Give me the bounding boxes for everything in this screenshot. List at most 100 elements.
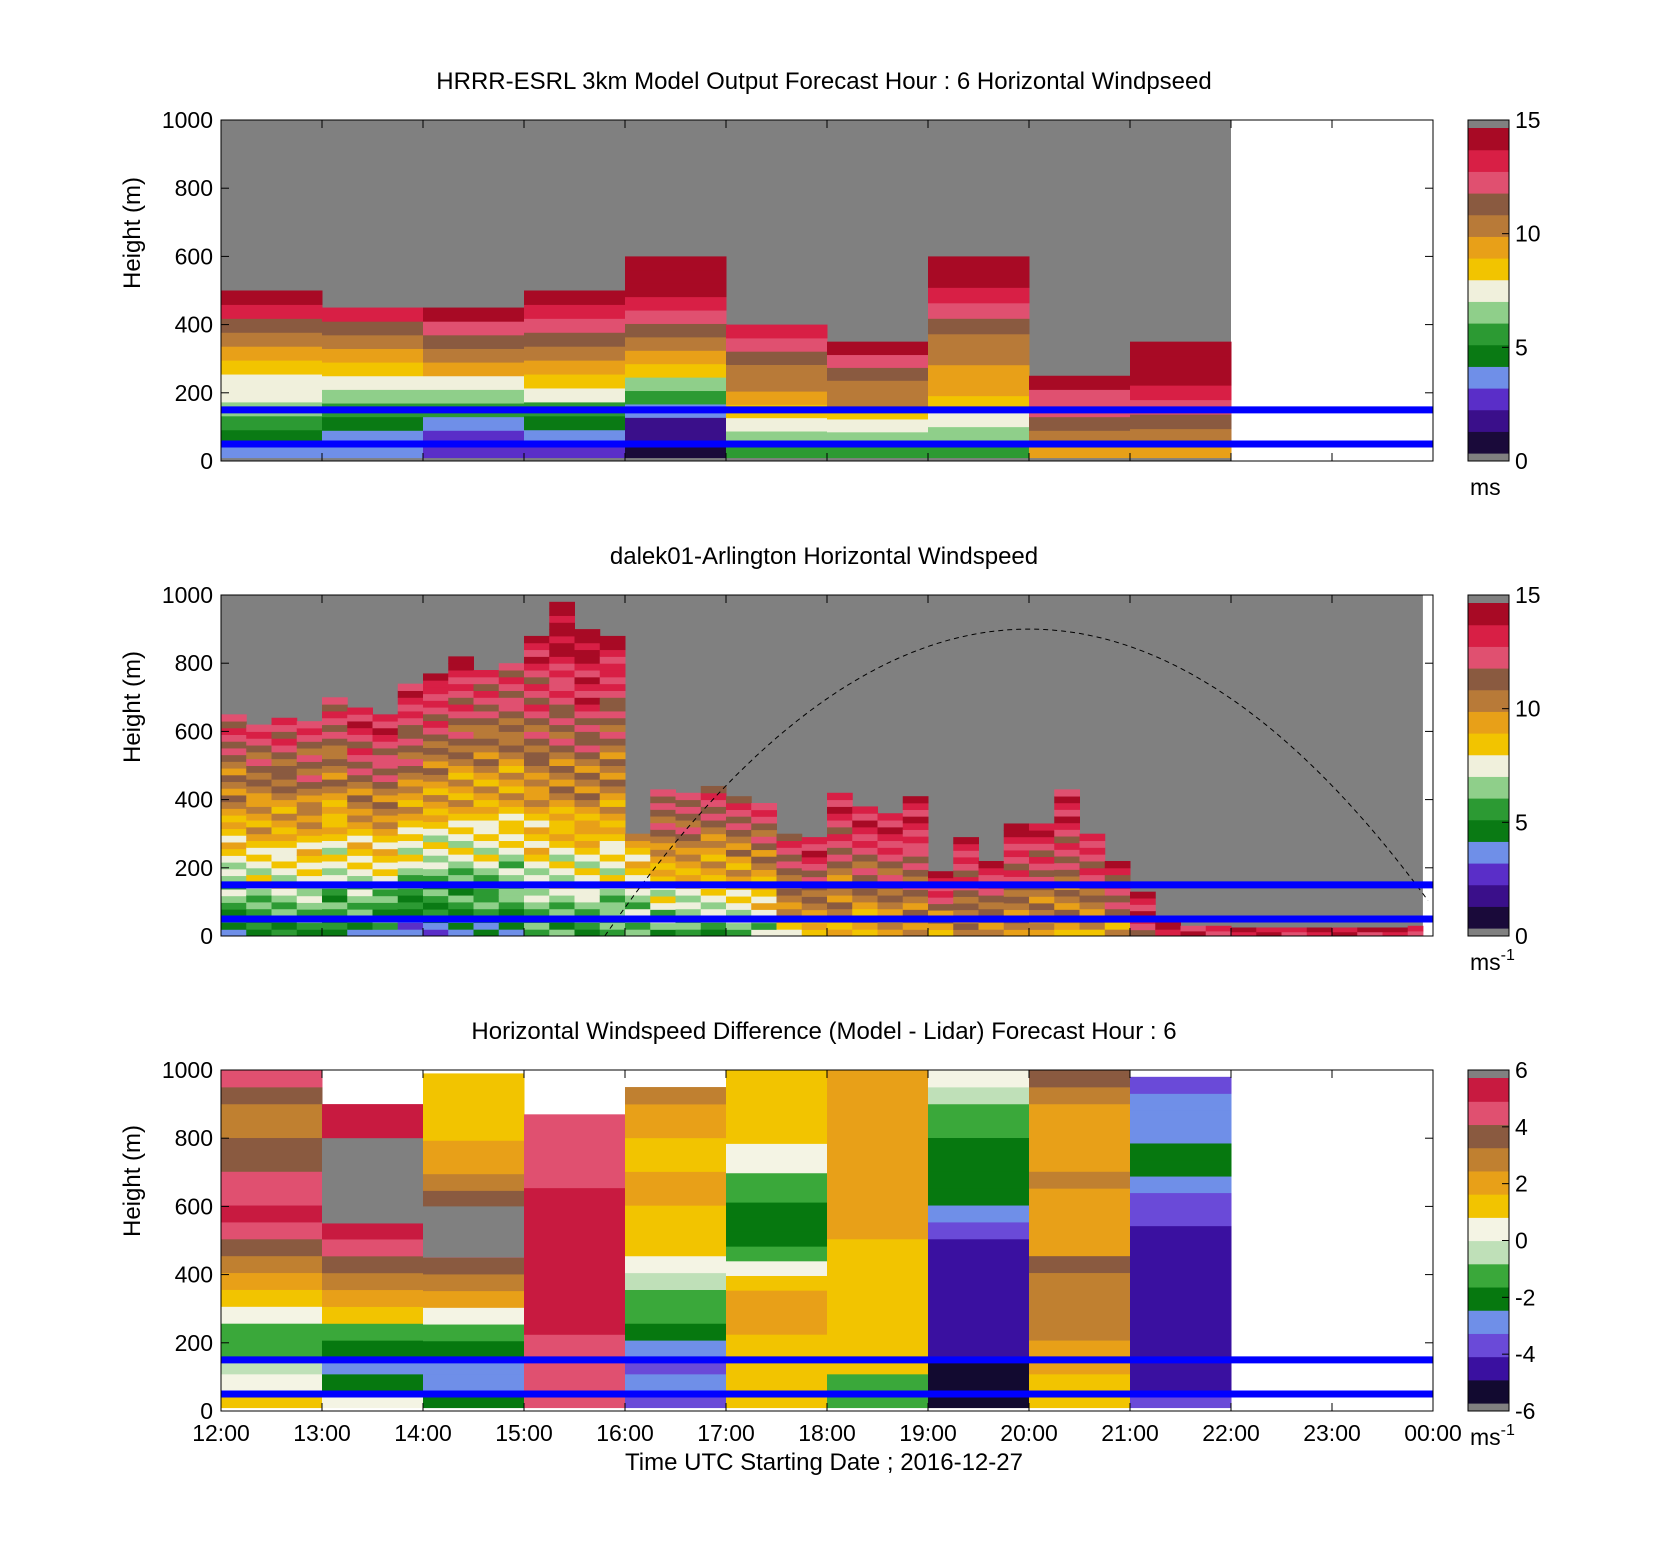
colorbar-tick-label: 4 [1515, 1114, 1528, 1140]
lidar-speed-cell [347, 714, 373, 722]
lidar-speed-cell [1306, 927, 1333, 933]
difference-cell [524, 1260, 626, 1335]
lidar-speed-cell [549, 792, 575, 801]
difference-cell [726, 1114, 828, 1130]
lidar-speed-cell [347, 909, 373, 917]
lidar-speed-cell [574, 704, 601, 712]
lidar-speed-cell [726, 849, 752, 857]
lidar-speed-cell [1382, 927, 1409, 933]
lidar-speed-cell [498, 704, 525, 712]
difference-cell [1130, 1209, 1232, 1227]
lidar-speed-cell [1079, 867, 1106, 876]
colorbar-tick-label: 0 [1515, 1228, 1528, 1254]
lidar-speed-cell [448, 704, 474, 712]
lidar-speed-cell [1054, 842, 1080, 850]
lidar-speed-cell [397, 826, 424, 835]
lidar-speed-cell [549, 601, 575, 610]
lidar-speed-cell [423, 794, 449, 802]
lidar-speed-cell [574, 888, 601, 896]
difference-cell [625, 1188, 727, 1206]
lidar-speed-cell [776, 840, 803, 848]
lidar-speed-cell [625, 860, 651, 869]
lidar-speed-cell [1003, 909, 1030, 917]
lidar-speed-cell [751, 803, 777, 811]
lidar-speed-cell [397, 731, 424, 739]
lidar-speed-cell [700, 833, 727, 842]
lidar-speed-cell [473, 867, 500, 876]
model-speed-cell [1130, 385, 1232, 401]
difference-cell [423, 1340, 525, 1358]
lidar-speed-cell [902, 929, 929, 937]
lidar-speed-cell [448, 745, 474, 753]
colorbar-swatch [1468, 214, 1509, 237]
difference-cell [221, 1103, 323, 1122]
lidar-speed-cell [524, 731, 550, 739]
lidar-speed-cell [877, 820, 904, 828]
model-speed-cell [423, 348, 525, 363]
difference-cell [726, 1172, 828, 1188]
lidar-speed-cell [271, 792, 298, 801]
difference-cell [1130, 1126, 1232, 1144]
lidar-speed-cell [1054, 802, 1080, 810]
lidar-speed-cell [599, 663, 626, 671]
lidar-speed-cell [700, 922, 727, 930]
lidar-speed-cell [448, 656, 474, 664]
lidar-speed-cell [448, 908, 474, 917]
lidar-speed-cell [1054, 796, 1080, 804]
lidar-speed-cell [549, 751, 575, 760]
lidar-speed-cell [827, 854, 853, 862]
lidar-speed-cell [675, 799, 702, 807]
lidar-speed-cell [271, 799, 298, 807]
lidar-speed-cell [498, 901, 525, 910]
lidar-speed-cell [751, 849, 777, 857]
lidar-speed-cell [574, 908, 601, 917]
lidar-speed-cell [852, 860, 878, 869]
difference-cell [625, 1289, 727, 1307]
lidar-speed-cell [549, 615, 575, 623]
lidar-speed-cell [953, 863, 979, 871]
lidar-speed-cell [524, 908, 550, 917]
lidar-speed-cell [574, 901, 601, 910]
lidar-speed-cell [751, 869, 777, 877]
difference-cell [524, 1187, 626, 1262]
lidar-speed-cell [296, 795, 323, 803]
lidar-speed-cell [877, 888, 904, 896]
lidar-speed-cell [776, 929, 803, 937]
lidar-speed-cell [700, 874, 727, 882]
lidar-speed-cell [1079, 847, 1106, 855]
lidar-speed-cell [650, 929, 676, 937]
lidar-speed-cell [1003, 922, 1030, 930]
lidar-speed-cell [271, 820, 298, 828]
lidar-speed-cell [852, 867, 878, 876]
lidar-speed-cell [726, 896, 752, 904]
lidar-speed-cell [953, 850, 979, 858]
lidar-speed-cell [524, 820, 550, 828]
difference-cell [1029, 1306, 1131, 1324]
lidar-speed-cell [1079, 922, 1106, 930]
lidar-speed-cell [322, 738, 348, 746]
y-tick-label: 800 [175, 175, 213, 201]
colorbar-swatch [1468, 1124, 1509, 1149]
colorbar-swatch [1468, 279, 1509, 302]
lidar-speed-cell [372, 781, 399, 789]
lidar-speed-cell [296, 848, 323, 856]
lidar-speed-cell [776, 901, 803, 910]
lidar-speed-cell [953, 929, 979, 937]
colorbar-swatch [1468, 1356, 1509, 1381]
lidar-speed-cell [221, 821, 247, 830]
difference-cell [221, 1171, 323, 1189]
lidar-speed-cell [271, 724, 298, 732]
difference-cell [423, 1140, 525, 1158]
difference-cell [726, 1070, 828, 1086]
difference-cell [726, 1246, 828, 1262]
lidar-speed-cell [1079, 874, 1106, 882]
difference-cell [1029, 1255, 1131, 1274]
model-speed-cell [928, 426, 1030, 443]
lidar-speed-cell [271, 888, 298, 896]
lidar-speed-cell [549, 710, 575, 719]
lidar-speed-cell [574, 792, 601, 801]
difference-cell [928, 1103, 1030, 1122]
lidar-speed-cell [549, 629, 575, 637]
lidar-speed-cell [347, 734, 373, 742]
